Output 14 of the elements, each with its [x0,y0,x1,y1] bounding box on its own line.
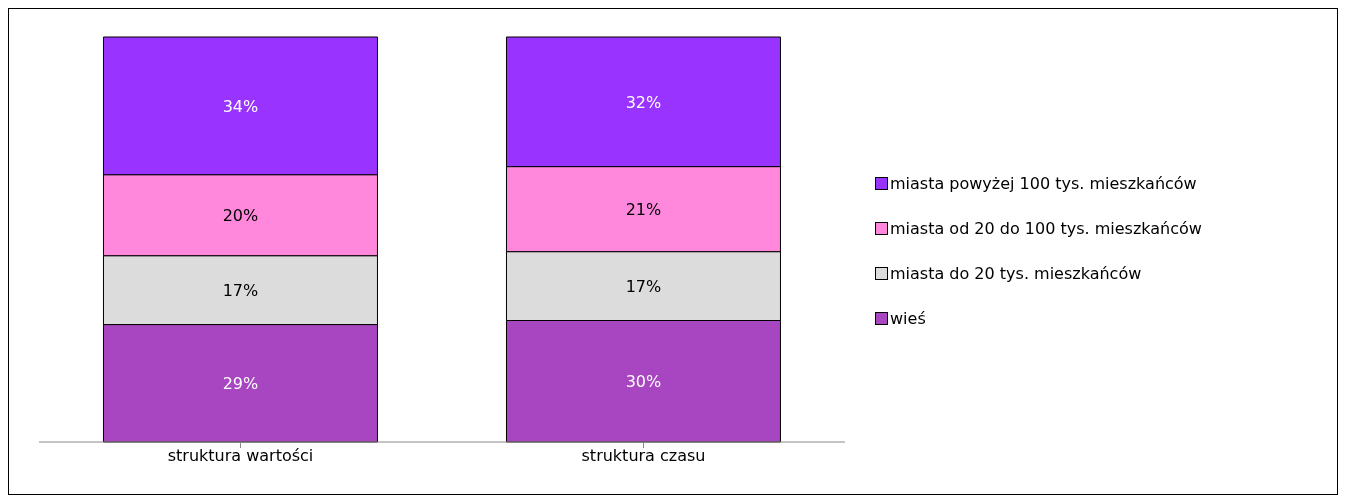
legend-label: miasta do 20 tys. mieszkańców [890,263,1142,283]
legend-label: miasta powyżej 100 tys. mieszkańców [890,173,1197,193]
data-label: 17% [222,281,259,301]
data-label: 20% [222,206,259,226]
data-label: 34% [222,96,259,116]
legend-label: miasta od 20 do 100 tys. mieszkańców [890,218,1202,238]
data-label: 29% [222,374,259,394]
x-tick-label: struktura czasu [581,446,706,466]
x-tick-label: struktura wartości [167,446,314,466]
legend-label: wieś [890,308,926,328]
data-label: 17% [625,277,662,297]
data-label: 21% [625,200,662,220]
data-label: 30% [625,372,662,392]
data-label: 32% [625,92,662,112]
